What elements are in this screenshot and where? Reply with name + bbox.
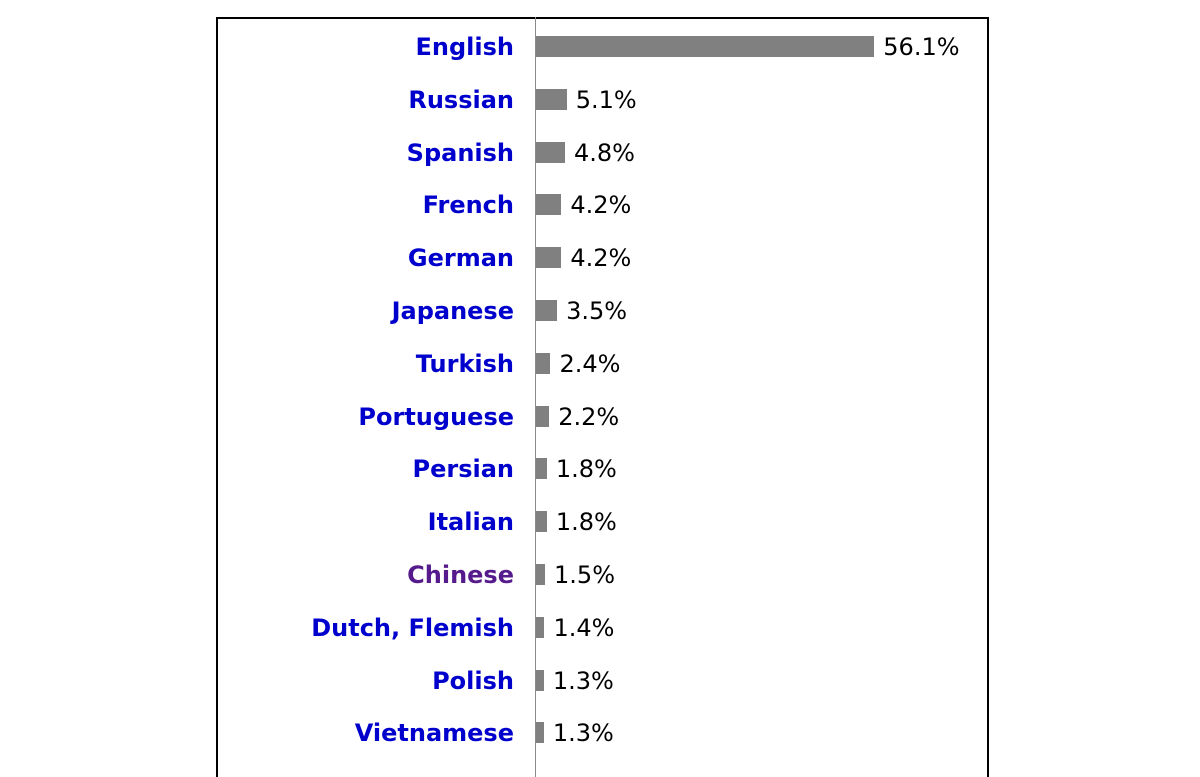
bar-row: Vietnamese 1.3% — [0, 718, 1200, 748]
category-label-link[interactable]: French — [422, 191, 514, 220]
bar-row: Dutch, Flemish 1.4% — [0, 613, 1200, 643]
bar — [536, 36, 875, 57]
value-label: 1.8% — [555, 508, 617, 537]
category-label-link[interactable]: Turkish — [415, 349, 514, 378]
bar — [536, 247, 562, 269]
bar — [536, 616, 545, 638]
category-label-link[interactable]: Italian — [427, 508, 514, 537]
chart-frame — [216, 17, 989, 777]
bar — [536, 722, 544, 744]
value-label: 1.8% — [555, 455, 617, 484]
bar-row: English 56.1% — [0, 32, 1200, 62]
category-label-link[interactable]: Persian — [412, 455, 515, 484]
value-label: 1.3% — [552, 719, 614, 748]
bar — [536, 564, 546, 585]
value-label: 2.4% — [559, 349, 621, 378]
bar-row: Japanese 3.5% — [0, 296, 1200, 326]
category-label-link[interactable]: Dutch, Flemish — [311, 613, 514, 642]
bar — [536, 405, 550, 427]
bar-row: German 4.2% — [0, 243, 1200, 273]
bar — [536, 194, 562, 216]
value-label: 3.5% — [566, 297, 628, 325]
value-label: 4.8% — [573, 138, 635, 167]
category-label-link[interactable]: Polish — [432, 666, 514, 695]
bar-row: Portuguese 2.2% — [0, 402, 1200, 432]
category-label-link[interactable]: Vietnamese — [354, 719, 514, 748]
value-label: 5.1% — [575, 85, 637, 114]
bar-row: Russian 5.1% — [0, 85, 1200, 115]
value-label: 56.1% — [883, 33, 960, 61]
value-label: 1.3% — [552, 666, 614, 695]
bar-row: Italian 1.8% — [0, 507, 1200, 537]
bar — [536, 458, 547, 480]
bar — [536, 669, 544, 691]
bar-row: Spanish 4.8% — [0, 138, 1200, 168]
category-label-link[interactable]: English — [415, 33, 514, 61]
category-label-link[interactable]: Chinese — [407, 561, 514, 589]
value-label: 2.2% — [558, 402, 620, 431]
bar — [536, 88, 567, 110]
bar-row: Turkish 2.4% — [0, 349, 1200, 379]
bar — [536, 141, 565, 163]
category-label-link[interactable]: Portuguese — [358, 402, 514, 431]
category-axis-line — [535, 17, 536, 777]
category-label-link[interactable]: German — [407, 244, 514, 273]
bar — [536, 352, 551, 374]
bar-row: Polish 1.3% — [0, 666, 1200, 696]
category-label-link[interactable]: Spanish — [406, 138, 514, 167]
value-label: 1.5% — [554, 561, 616, 589]
category-label-link[interactable]: Japanese — [391, 297, 514, 325]
bar — [536, 511, 547, 533]
category-label-link[interactable]: Russian — [408, 85, 514, 114]
bar — [536, 300, 558, 321]
value-label: 4.2% — [570, 244, 632, 273]
bar-row: Persian 1.8% — [0, 454, 1200, 484]
value-label: 1.4% — [553, 613, 615, 642]
value-label: 4.2% — [570, 191, 632, 220]
bar-row: Chinese 1.5% — [0, 560, 1200, 590]
bar-row: French 4.2% — [0, 190, 1200, 220]
